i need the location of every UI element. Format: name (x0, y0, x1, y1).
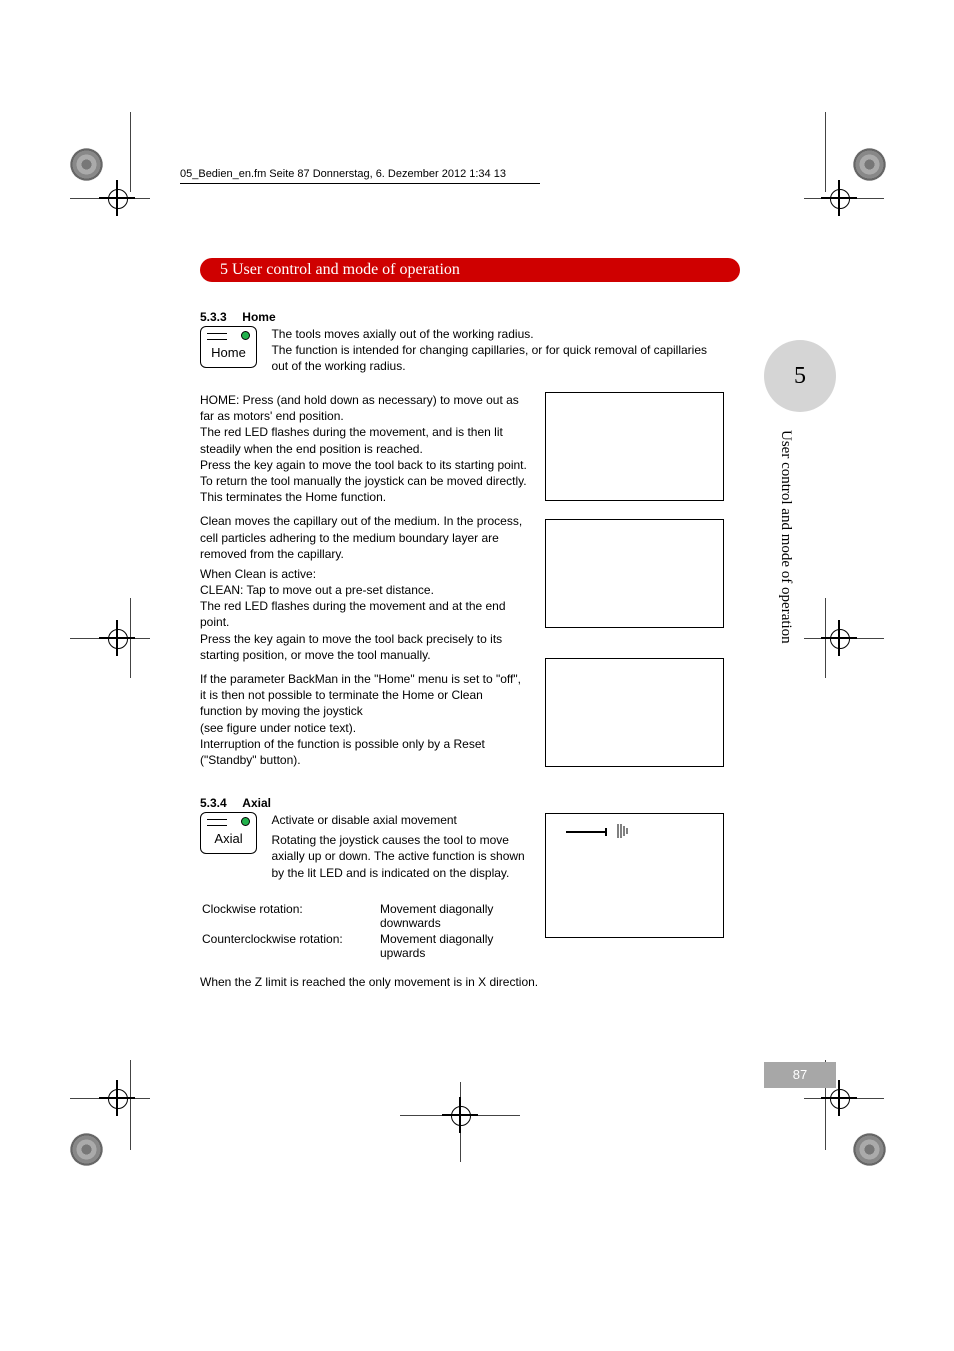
crop-corner-icon (70, 148, 103, 181)
body-text: Press the key again to move the tool bac… (200, 631, 528, 663)
figure-home-3 (545, 658, 724, 767)
crop-corner-icon (70, 1133, 103, 1166)
axial-key-icon: Axial (200, 812, 257, 854)
rotation-table: Clockwise rotation: Movement diagonally … (200, 900, 538, 962)
chapter-thumb-tab: 5 (764, 340, 836, 412)
home-key-icon: Home (200, 326, 257, 368)
body-text: Press the key again to move the tool bac… (200, 457, 528, 506)
body-text: The red LED flashes during the movement,… (200, 424, 528, 456)
table-cell: Clockwise rotation: (202, 902, 378, 930)
body-text: If the parameter BackMan in the "Home" m… (200, 671, 528, 720)
header-underline (180, 183, 540, 184)
registration-mark-icon (827, 626, 851, 650)
registration-mark-icon (105, 626, 129, 650)
body-text: HOME: Press (and hold down as necessary)… (200, 392, 528, 424)
body-text: The red LED flashes during the movement … (200, 598, 528, 630)
registration-mark-icon (105, 1086, 129, 1110)
registration-mark-icon (448, 1103, 472, 1127)
registration-mark-icon (827, 186, 851, 210)
registration-mark-icon (827, 1086, 851, 1110)
figure-axial (545, 813, 724, 938)
home-key-label: Home (211, 345, 246, 360)
figure-home-1 (545, 392, 724, 501)
table-cell: Movement diagonally upwards (380, 932, 536, 960)
body-text: (see figure under notice text). (200, 720, 528, 736)
crop-line (130, 112, 131, 192)
body-text: Rotating the joystick causes the tool to… (271, 832, 525, 881)
crop-line (825, 112, 826, 192)
axial-diagram-icon (546, 814, 723, 937)
chapter-heading: 5 User control and mode of operation (200, 258, 740, 282)
crop-corner-icon (853, 1133, 886, 1166)
crop-corner-icon (853, 148, 886, 181)
section-number: 5.3.4 (200, 796, 227, 810)
body-text: The tools moves axially out of the worki… (271, 326, 719, 342)
section-title: Axial (242, 796, 271, 810)
body-text: When the Z limit is reached the only mov… (200, 974, 720, 990)
table-cell: Movement diagonally downwards (380, 902, 536, 930)
registration-mark-icon (105, 186, 129, 210)
section-title (231, 310, 238, 324)
body-text: Interruption of the function is possible… (200, 736, 528, 768)
section-number: 5.3.3 (200, 310, 227, 324)
axial-key-label: Axial (214, 831, 242, 846)
table-cell: Counterclockwise rotation: (202, 932, 378, 960)
running-header: 05_Bedien_en.fm Seite 87 Donnerstag, 6. … (180, 168, 506, 180)
section-title: Home (242, 310, 275, 324)
crop-line (130, 1060, 131, 1150)
side-section-label: User control and mode of operation (777, 430, 794, 644)
body-text: When Clean is active: (200, 566, 528, 582)
body-text: Clean moves the capillary out of the med… (200, 513, 528, 562)
page-number: 87 (764, 1062, 836, 1088)
body-text: CLEAN: Tap to move out a pre-set distanc… (200, 582, 528, 598)
body-text: Activate or disable axial movement (271, 812, 525, 828)
body-text: The function is intended for changing ca… (271, 342, 719, 374)
figure-home-2 (545, 519, 724, 628)
